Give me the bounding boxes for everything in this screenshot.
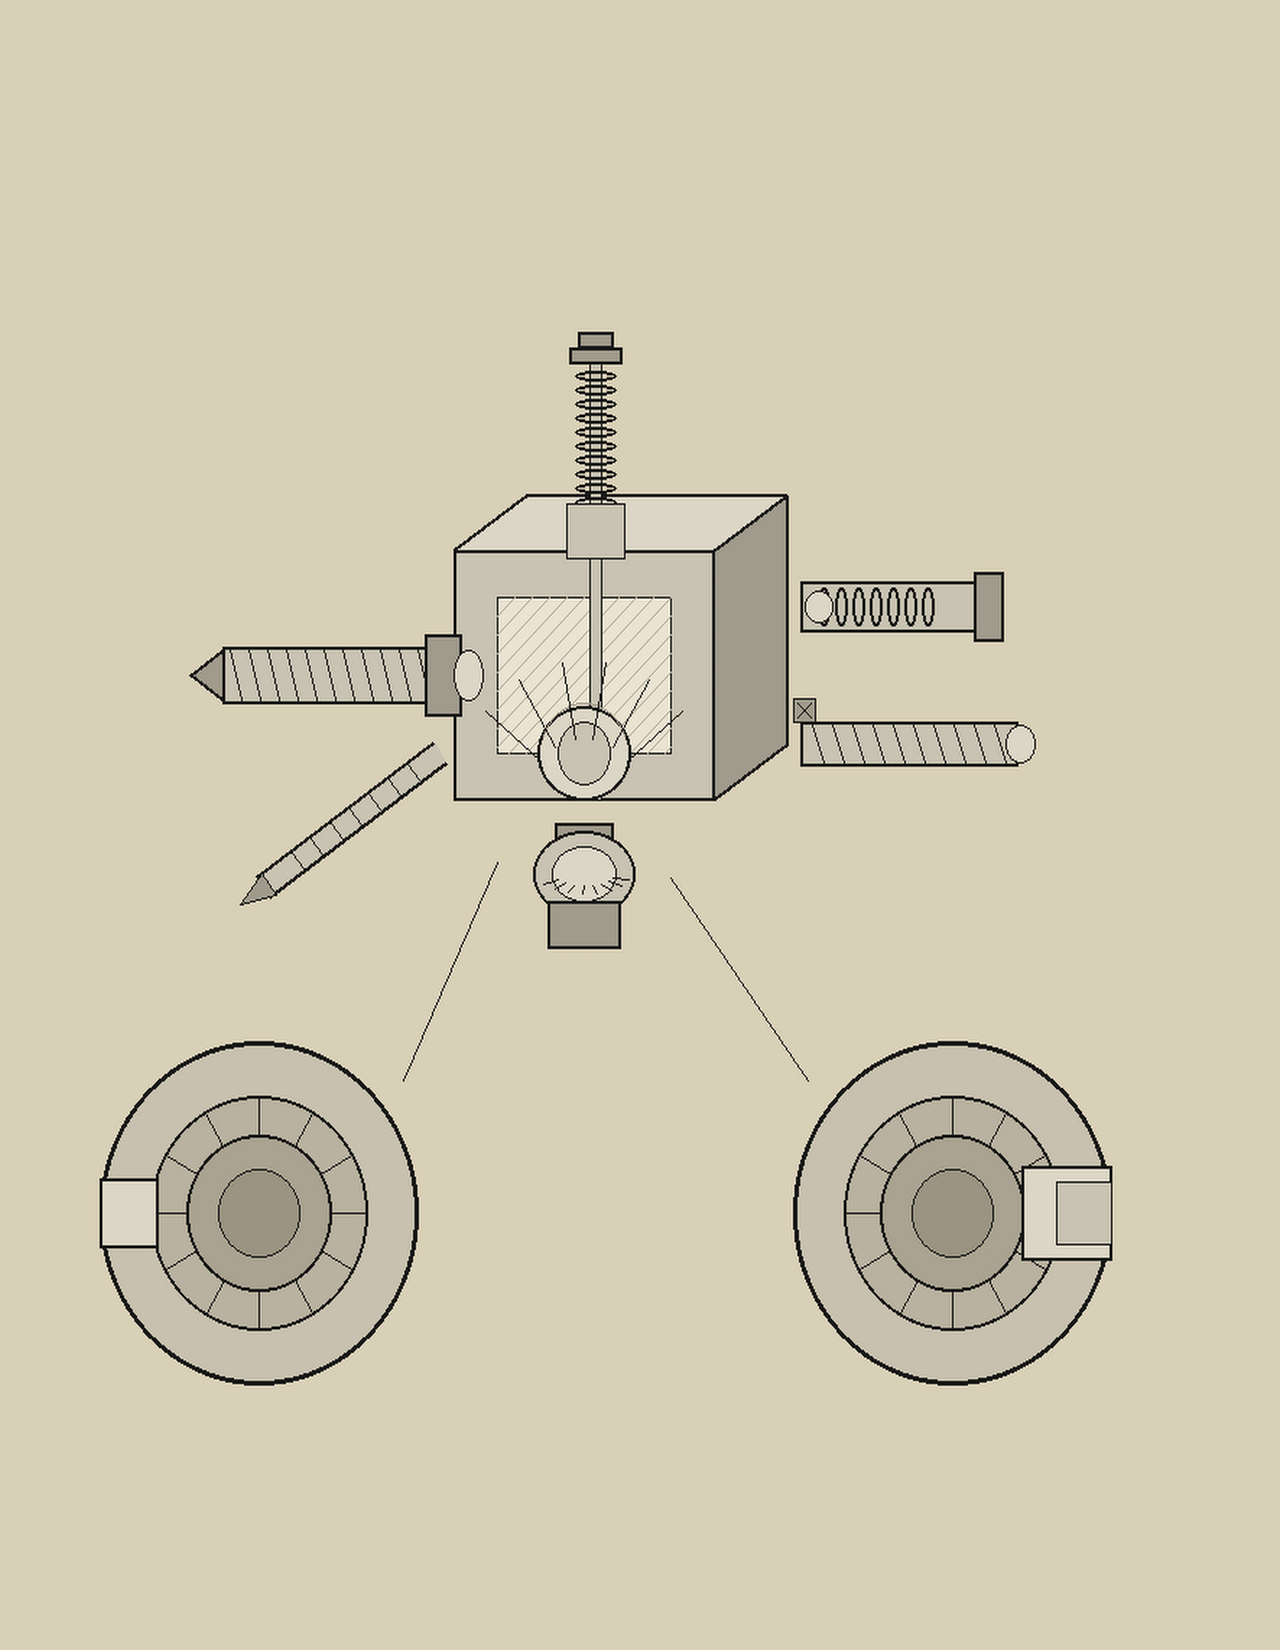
Text: ADAPTER: ADAPTER xyxy=(704,804,755,813)
Text: Models 9552, 9949, 10092, 10756: Models 9552, 9949, 10092, 10756 xyxy=(520,1373,772,1386)
Text: Camshaft Seal Variation: Camshaft Seal Variation xyxy=(264,1163,434,1176)
Text: WASHER: WASHER xyxy=(307,531,355,541)
Text: AN 03-30-95: AN 03-30-95 xyxy=(595,239,698,256)
Text: SCREW: SCREW xyxy=(773,637,814,647)
Text: FITTING: FITTING xyxy=(773,558,817,568)
Text: SEAL: SEAL xyxy=(657,1069,684,1079)
Text: PLUG: PLUG xyxy=(515,861,544,871)
Text: WASHER: WASHER xyxy=(307,437,355,447)
Text: Figure 2 — Three-Quarter Cutaway View — Typical for 3-Way Selector Valve: Figure 2 — Three-Quarter Cutaway View — … xyxy=(367,1360,925,1373)
Text: SEAL: SEAL xyxy=(773,779,801,789)
Text: CAMSHAFT: CAMSHAFT xyxy=(773,726,835,736)
Text: SEAL: SEAL xyxy=(657,1041,684,1051)
Text: Camshaft Seal Variation: Camshaft Seal Variation xyxy=(790,1163,959,1176)
Text: WASHER: WASHER xyxy=(773,533,822,543)
Text: FITTING: FITTING xyxy=(307,462,349,472)
Text: POPPET: POPPET xyxy=(773,610,815,620)
Text: SEAL: SEAL xyxy=(608,820,636,830)
Text: Section II: Section II xyxy=(211,236,285,249)
Text: RETAINER: RETAINER xyxy=(773,663,828,673)
Text: POPPET: POPPET xyxy=(773,455,815,465)
Circle shape xyxy=(1087,444,1128,498)
Text: CUP SEAL: CUP SEAL xyxy=(773,586,827,596)
Text: BODY: BODY xyxy=(374,738,404,747)
Text: WASHER: WASHER xyxy=(532,840,581,850)
Text: 2: 2 xyxy=(211,1412,223,1427)
Text: CAP: CAP xyxy=(522,386,544,396)
Text: SPACER: SPACER xyxy=(773,507,817,516)
Text: SPRING: SPRING xyxy=(443,406,485,416)
Text: RESTRICTED: RESTRICTED xyxy=(595,228,696,243)
Text: SPRING: SPRING xyxy=(773,482,815,492)
Text: FITTING: FITTING xyxy=(297,678,340,688)
Text: WASHER: WASHER xyxy=(773,751,822,761)
Text: WASHER: WASHER xyxy=(773,432,822,442)
Text: ADAPTER: ADAPTER xyxy=(657,1013,708,1023)
Circle shape xyxy=(1087,1168,1128,1223)
Circle shape xyxy=(1087,807,1128,860)
Text: RESTRICTED: RESTRICTED xyxy=(595,1412,696,1427)
Text: CUP SEAL: CUP SEAL xyxy=(215,1031,269,1041)
